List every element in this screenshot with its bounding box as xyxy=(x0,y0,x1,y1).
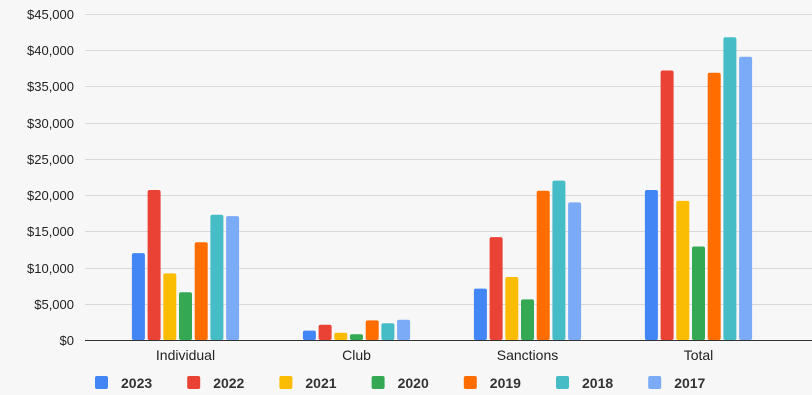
bar-2019-total xyxy=(707,72,721,340)
bar-2021-club xyxy=(334,332,348,340)
y-tick-label: $35,000 xyxy=(27,79,74,94)
legend-swatch xyxy=(463,376,477,389)
legend-item-2023: 2023 xyxy=(95,375,152,391)
x-tick-label: Total xyxy=(684,347,714,363)
legend-item-2018: 2018 xyxy=(556,375,613,391)
bar-2017-club xyxy=(397,319,411,340)
bar-2022-sanctions xyxy=(489,237,503,340)
x-tick-label: Sanctions xyxy=(497,347,558,363)
legend-swatch xyxy=(648,376,662,389)
bar-2017-sanctions xyxy=(568,202,582,340)
y-tick-label: $5,000 xyxy=(34,297,74,312)
legend-label: 2022 xyxy=(213,375,244,391)
legend-swatch xyxy=(556,376,569,389)
bar-2023-total xyxy=(644,190,658,340)
legend: 2023 2022 2021 2020 2019 2018 2017 xyxy=(95,375,706,391)
bar-2023-individual xyxy=(131,253,145,340)
bar-2018-total xyxy=(723,37,737,340)
bar-2021-sanctions xyxy=(505,277,519,340)
legend-swatch xyxy=(279,376,293,389)
legend-item-2021: 2021 xyxy=(279,375,337,391)
x-tick-label: Individual xyxy=(156,347,215,363)
bars xyxy=(131,37,753,340)
y-tick-label: $15,000 xyxy=(27,224,74,239)
y-tick-label: $30,000 xyxy=(27,116,74,131)
bar-2021-individual xyxy=(163,273,177,340)
bar-2019-individual xyxy=(194,242,208,340)
bar-2023-club xyxy=(302,330,316,340)
legend-label: 2023 xyxy=(121,375,152,391)
y-axis-ticks: $0 $5,000 $10,000 $15,000 $20,000 $25,000 $30,… xyxy=(27,7,74,348)
legend-label: 2019 xyxy=(490,375,521,391)
bar-2017-individual xyxy=(226,216,240,340)
bar-2017-total xyxy=(739,56,753,340)
bar-2018-sanctions xyxy=(552,180,566,340)
legend-label: 2017 xyxy=(674,375,705,391)
legend-swatch xyxy=(187,376,201,389)
bar-2020-individual xyxy=(179,292,192,340)
legend-label: 2021 xyxy=(305,375,336,391)
y-tick-label: $20,000 xyxy=(27,188,74,203)
y-tick-label: $10,000 xyxy=(27,261,74,276)
bar-2018-club xyxy=(381,323,395,340)
y-tick-label: $25,000 xyxy=(27,152,74,167)
bar-2020-sanctions xyxy=(521,299,534,340)
bar-2022-total xyxy=(660,70,674,340)
bar-2022-individual xyxy=(147,190,161,340)
bar-2020-total xyxy=(692,246,705,340)
bar-2019-sanctions xyxy=(536,190,550,340)
x-tick-label: Club xyxy=(342,347,371,363)
bar-2020-club xyxy=(350,334,363,340)
bar-2023-sanctions xyxy=(473,288,487,340)
legend-item-2020: 2020 xyxy=(371,375,429,391)
legend-label: 2020 xyxy=(398,375,429,391)
y-tick-label: $40,000 xyxy=(27,43,74,58)
legend-swatch xyxy=(95,376,108,389)
bar-2022-club xyxy=(318,324,332,340)
legend-swatch xyxy=(371,376,385,389)
legend-item-2019: 2019 xyxy=(463,375,521,391)
bar-2021-total xyxy=(676,200,690,340)
bar-2018-individual xyxy=(210,214,224,340)
legend-label: 2018 xyxy=(582,375,613,391)
legend-item-2017: 2017 xyxy=(648,375,706,391)
y-tick-label: $0 xyxy=(60,333,74,348)
x-axis-labels: Individual Club Sanctions Total xyxy=(156,347,713,363)
legend-item-2022: 2022 xyxy=(187,375,245,391)
y-tick-label: $45,000 xyxy=(27,7,74,22)
bar-2019-club xyxy=(365,320,379,340)
